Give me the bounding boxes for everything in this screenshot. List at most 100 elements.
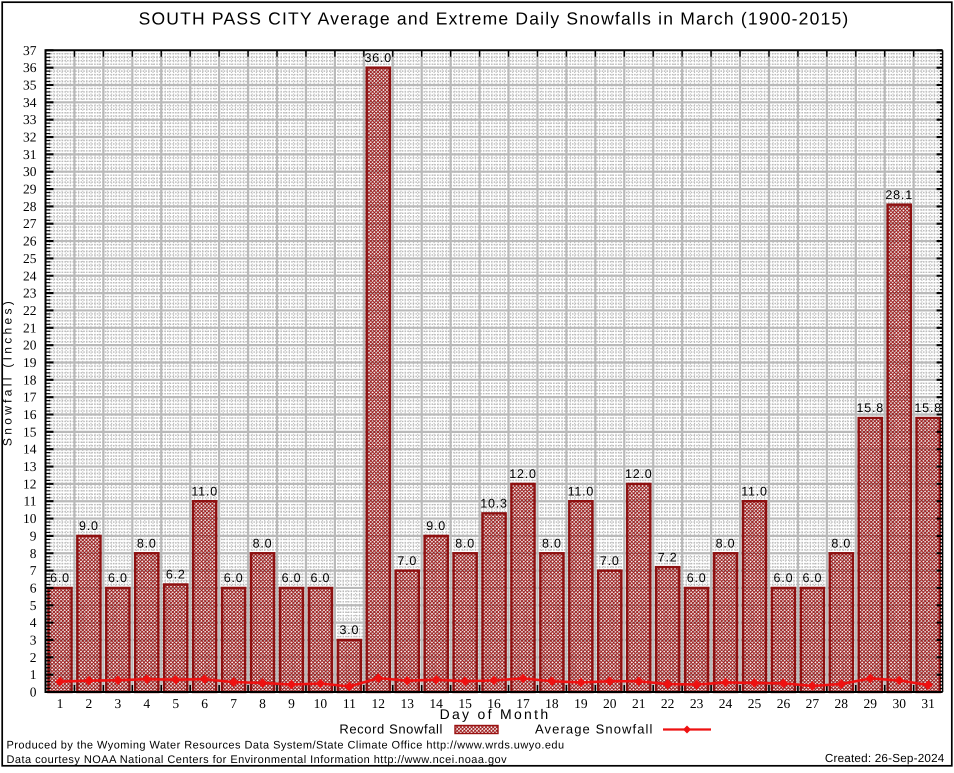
svg-text:10: 10 — [314, 696, 328, 711]
svg-text:21: 21 — [632, 696, 646, 711]
svg-text:12: 12 — [23, 476, 37, 491]
svg-text:29: 29 — [23, 182, 37, 197]
svg-text:0: 0 — [30, 685, 37, 700]
svg-text:25: 25 — [23, 251, 37, 266]
svg-text:Produced by the Wyoming Water: Produced by the Wyoming Water Resources … — [7, 740, 565, 752]
svg-text:15: 15 — [23, 424, 37, 439]
svg-text:29: 29 — [864, 696, 878, 711]
svg-text:8.0: 8.0 — [253, 536, 273, 550]
svg-text:19: 19 — [574, 696, 588, 711]
svg-text:22: 22 — [23, 303, 37, 318]
svg-text:15.8: 15.8 — [856, 401, 884, 415]
svg-text:20: 20 — [603, 696, 617, 711]
svg-text:8: 8 — [30, 546, 37, 561]
svg-text:1: 1 — [30, 667, 37, 682]
svg-text:18: 18 — [545, 696, 559, 711]
svg-text:6.0: 6.0 — [282, 571, 302, 585]
svg-text:25: 25 — [748, 696, 762, 711]
svg-text:36.0: 36.0 — [365, 51, 393, 65]
svg-text:30: 30 — [23, 164, 37, 179]
svg-text:7: 7 — [230, 696, 237, 711]
svg-text:7.0: 7.0 — [397, 554, 417, 568]
svg-text:14: 14 — [429, 696, 443, 711]
svg-text:16: 16 — [487, 696, 501, 711]
svg-text:18: 18 — [23, 372, 37, 387]
svg-text:8.0: 8.0 — [455, 536, 475, 550]
svg-text:8: 8 — [259, 696, 266, 711]
svg-text:15.8: 15.8 — [914, 401, 942, 415]
svg-text:10: 10 — [23, 511, 37, 526]
svg-text:26: 26 — [23, 234, 37, 249]
svg-text:6.0: 6.0 — [50, 571, 70, 585]
svg-text:7.0: 7.0 — [600, 554, 620, 568]
svg-text:8.0: 8.0 — [831, 536, 851, 550]
svg-text:4: 4 — [30, 615, 37, 630]
svg-text:28: 28 — [835, 696, 849, 711]
svg-text:Created: 26-Sep-2024: Created: 26-Sep-2024 — [825, 752, 945, 765]
svg-text:20: 20 — [23, 338, 37, 353]
svg-text:32: 32 — [23, 130, 37, 145]
svg-text:9.0: 9.0 — [79, 519, 99, 533]
svg-text:6.0: 6.0 — [311, 571, 331, 585]
svg-text:13: 13 — [400, 696, 414, 711]
svg-text:6.0: 6.0 — [687, 571, 707, 585]
svg-text:6: 6 — [30, 580, 37, 595]
svg-text:6.0: 6.0 — [802, 571, 822, 585]
svg-text:7: 7 — [30, 563, 37, 578]
svg-text:2: 2 — [86, 696, 93, 711]
svg-text:15: 15 — [458, 696, 472, 711]
svg-text:9: 9 — [288, 696, 295, 711]
svg-text:11: 11 — [24, 494, 37, 509]
svg-text:6.0: 6.0 — [224, 571, 244, 585]
svg-text:1: 1 — [57, 696, 64, 711]
svg-text:26: 26 — [777, 696, 791, 711]
svg-text:27: 27 — [23, 216, 37, 231]
svg-text:13: 13 — [23, 459, 37, 474]
svg-text:24: 24 — [23, 268, 37, 283]
svg-text:27: 27 — [806, 696, 820, 711]
svg-text:Day of Month: Day of Month — [440, 706, 551, 722]
svg-text:8.0: 8.0 — [716, 536, 736, 550]
svg-text:2: 2 — [30, 650, 37, 665]
svg-text:11.0: 11.0 — [568, 484, 595, 498]
svg-text:17: 17 — [23, 390, 37, 405]
svg-text:3: 3 — [114, 696, 121, 711]
svg-text:Data courtesy NOAA National Ce: Data courtesy NOAA National Centers for … — [7, 754, 508, 766]
svg-text:22: 22 — [661, 696, 675, 711]
svg-text:37: 37 — [23, 43, 37, 58]
svg-text:9.0: 9.0 — [426, 519, 446, 533]
svg-text:6.0: 6.0 — [774, 571, 794, 585]
svg-text:28.1: 28.1 — [885, 188, 913, 202]
svg-text:11.0: 11.0 — [191, 484, 218, 498]
svg-text:11: 11 — [343, 696, 356, 711]
svg-text:31: 31 — [921, 696, 935, 711]
svg-text:34: 34 — [23, 95, 37, 110]
svg-text:33: 33 — [23, 112, 37, 127]
svg-text:5: 5 — [30, 598, 37, 613]
svg-text:6.2: 6.2 — [166, 568, 186, 582]
svg-text:5: 5 — [172, 696, 179, 711]
svg-text:23: 23 — [690, 696, 704, 711]
svg-text:16: 16 — [23, 407, 37, 422]
svg-text:12.0: 12.0 — [625, 467, 653, 481]
svg-text:28: 28 — [23, 199, 37, 214]
svg-text:10.3: 10.3 — [480, 497, 508, 511]
svg-text:12: 12 — [372, 696, 386, 711]
svg-text:30: 30 — [892, 696, 906, 711]
svg-text:31: 31 — [23, 147, 37, 162]
svg-text:3: 3 — [30, 632, 37, 647]
svg-text:14: 14 — [23, 442, 37, 457]
svg-text:6: 6 — [201, 696, 208, 711]
svg-text:6.0: 6.0 — [108, 571, 128, 585]
svg-text:11.0: 11.0 — [741, 484, 768, 498]
svg-text:9: 9 — [30, 528, 37, 543]
svg-text:Snowfall (Inches): Snowfall (Inches) — [1, 298, 15, 446]
svg-text:4: 4 — [143, 696, 150, 711]
svg-text:17: 17 — [516, 696, 530, 711]
svg-text:24: 24 — [719, 696, 733, 711]
svg-text:Record Snowfall: Record Snowfall — [339, 722, 443, 737]
svg-text:8.0: 8.0 — [542, 536, 562, 550]
svg-text:3.0: 3.0 — [339, 623, 359, 637]
svg-text:19: 19 — [23, 355, 37, 370]
svg-text:35: 35 — [23, 77, 37, 92]
